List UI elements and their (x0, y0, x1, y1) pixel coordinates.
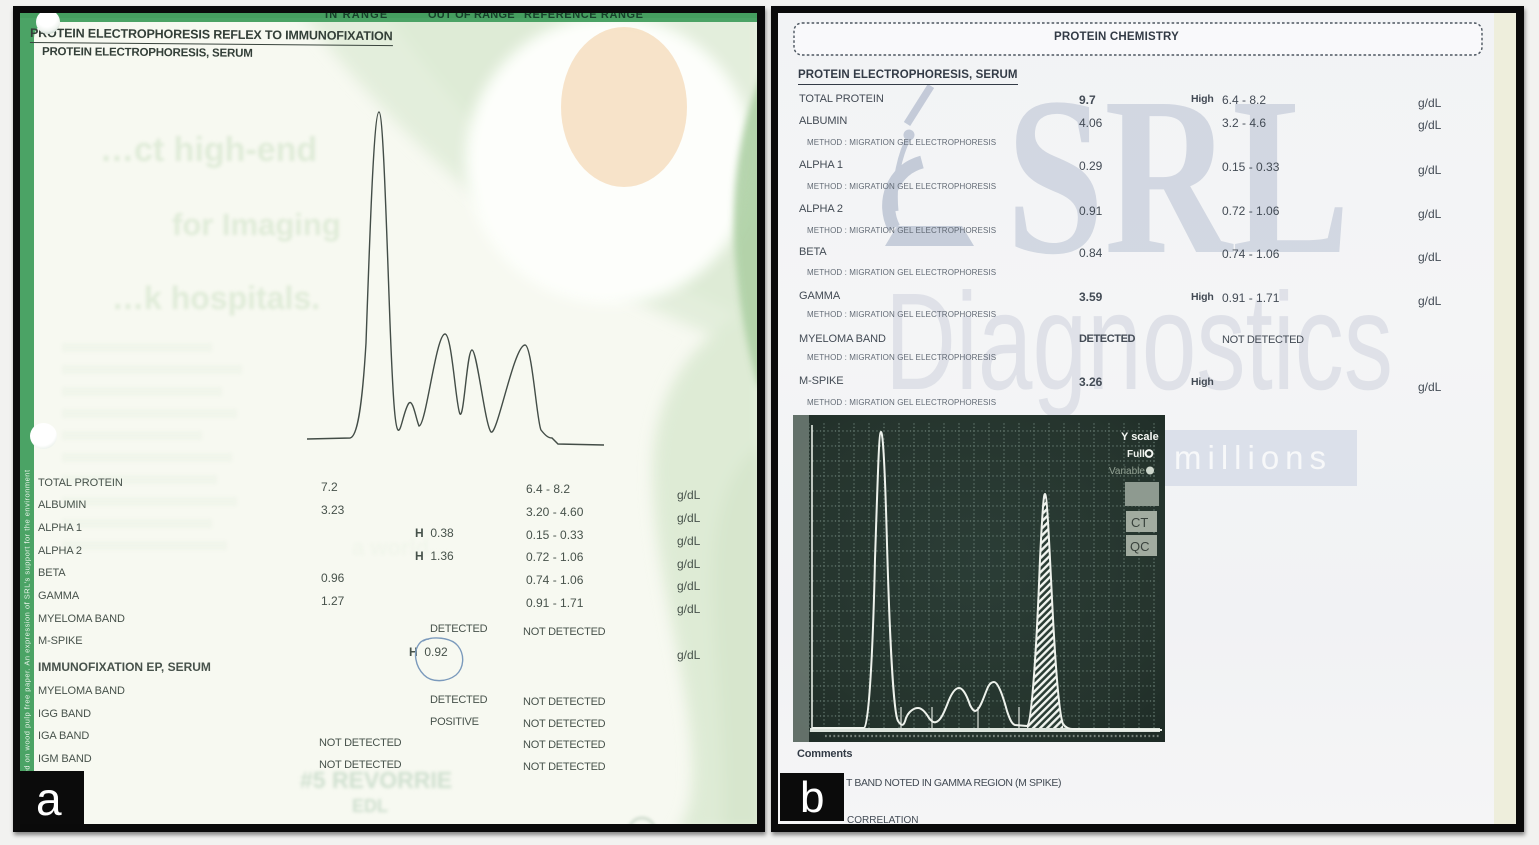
svg-text:Variable: Variable (1109, 466, 1145, 477)
svg-text:SRL: SRL (1006, 51, 1350, 301)
svg-text:a world…: a world… (352, 535, 451, 560)
svg-text:CT: CT (1131, 515, 1148, 530)
svg-text:for Imaging: for Imaging (172, 207, 341, 242)
svg-text:…ct high-end: …ct high-end (100, 131, 317, 169)
svg-text:Y scale: Y scale (1121, 431, 1159, 443)
svg-text:Diagnostics: Diagnostics (885, 265, 1393, 419)
svg-text:QC: QC (1130, 539, 1150, 554)
svg-text:EDL: EDL (352, 796, 388, 816)
svg-text:millions: millions (1174, 439, 1332, 476)
svg-text:Full: Full (1127, 449, 1145, 460)
svg-text:#5 REVORRIE: #5 REVORRIE (300, 767, 452, 793)
svg-text:…k hospitals.: …k hospitals. (112, 280, 320, 316)
